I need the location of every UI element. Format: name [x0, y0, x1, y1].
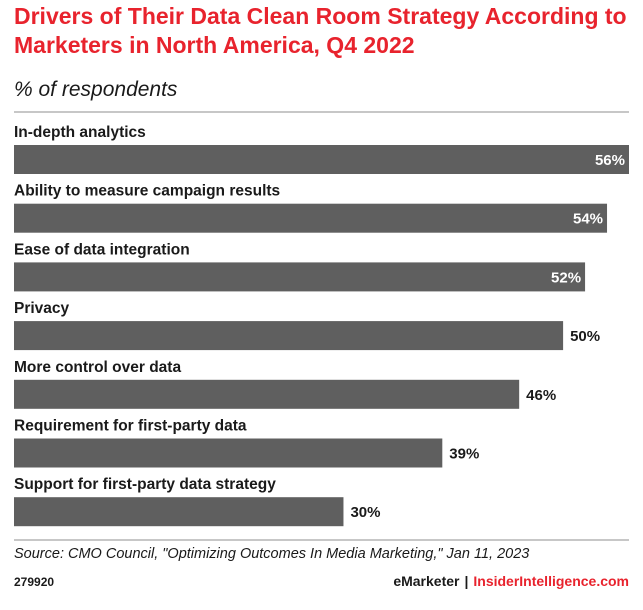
chart-title: Drivers of Their Data Clean Room Strateg…: [14, 3, 627, 58]
value-label: 46%: [526, 387, 556, 404]
value-label: 56%: [595, 152, 625, 169]
category-label: Ability to measure campaign results: [14, 183, 280, 200]
category-label: Ease of data integration: [14, 241, 190, 258]
brand-insider-intelligence[interactable]: InsiderIntelligence.com: [473, 573, 629, 589]
value-label: 54%: [573, 211, 603, 228]
brand-emarketer[interactable]: eMarketer: [393, 573, 460, 589]
value-label: 39%: [449, 446, 479, 463]
bar: [14, 145, 629, 174]
brand-footer: eMarketer | InsiderIntelligence.com: [393, 573, 629, 589]
bar: [14, 379, 520, 409]
category-label: Support for first-party data strategy: [14, 476, 276, 493]
top-divider: [14, 111, 629, 113]
bar: [14, 497, 344, 527]
category-label: Requirement for first-party data: [14, 418, 247, 435]
category-label: More control over data: [14, 359, 181, 376]
category-label: Privacy: [14, 300, 70, 317]
source-note: Source: CMO Council, "Optimizing Outcome…: [14, 546, 530, 562]
chart-subtitle: % of respondents: [14, 78, 178, 101]
chart-id: 279920: [14, 575, 55, 589]
bar: [14, 438, 443, 468]
bar: [14, 321, 564, 351]
bar: [14, 262, 586, 292]
value-label: 30%: [350, 504, 380, 521]
bottom-divider: [14, 539, 629, 541]
bar-chart: In-depth analytics 56% Ability to measure …: [14, 124, 629, 527]
category-label: In-depth analytics: [14, 124, 146, 141]
value-label: 52%: [551, 269, 581, 286]
brand-separator: |: [464, 573, 469, 589]
bar: [14, 203, 608, 233]
value-label: 50%: [570, 328, 600, 345]
